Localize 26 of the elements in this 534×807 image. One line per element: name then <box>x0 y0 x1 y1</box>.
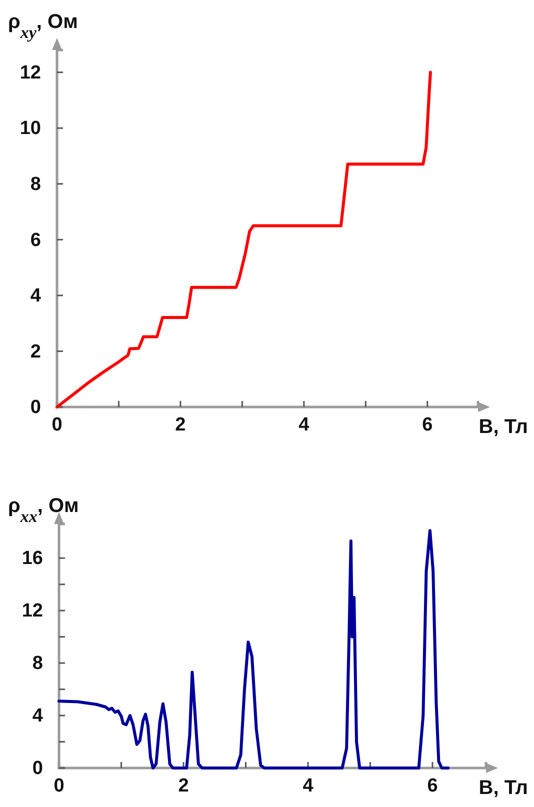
y-tick-label: 8 <box>32 653 43 674</box>
line-series <box>58 529 450 770</box>
x-tick-label: 2 <box>178 775 189 796</box>
x-axis-title: B, Тл <box>478 416 528 438</box>
line-series <box>56 70 432 408</box>
y-tick-label: 4 <box>32 706 44 727</box>
x-tick-label: 6 <box>427 775 438 796</box>
y-tick-label: 10 <box>20 118 41 140</box>
x-tick-label: 4 <box>302 775 314 796</box>
y-tick-label: 0 <box>32 758 43 780</box>
y-axis-title: ρ$_{xy}$, Ом <box>8 11 78 42</box>
y-tick-label: 2 <box>30 341 41 362</box>
x-tick-label: 0 <box>52 414 62 436</box>
y-tick-label: 0 <box>30 397 41 418</box>
y-tick-label: 16 <box>22 548 43 570</box>
y-tick-label: 12 <box>20 62 41 84</box>
x-axis-title: B, Тл <box>478 777 528 799</box>
x-tick-label: 4 <box>298 414 310 436</box>
y-tick-label: 6 <box>30 230 41 251</box>
x-tick-label: 6 <box>422 414 433 436</box>
y-tick-label: 8 <box>30 174 41 195</box>
y-tick-label: 12 <box>22 600 43 622</box>
y-axis-title: ρ$_{xx}$, Ом <box>8 495 79 526</box>
x-tick-label: 0 <box>54 775 64 796</box>
y-tick-label: 4 <box>30 286 42 307</box>
x-tick-label: 2 <box>175 414 186 436</box>
